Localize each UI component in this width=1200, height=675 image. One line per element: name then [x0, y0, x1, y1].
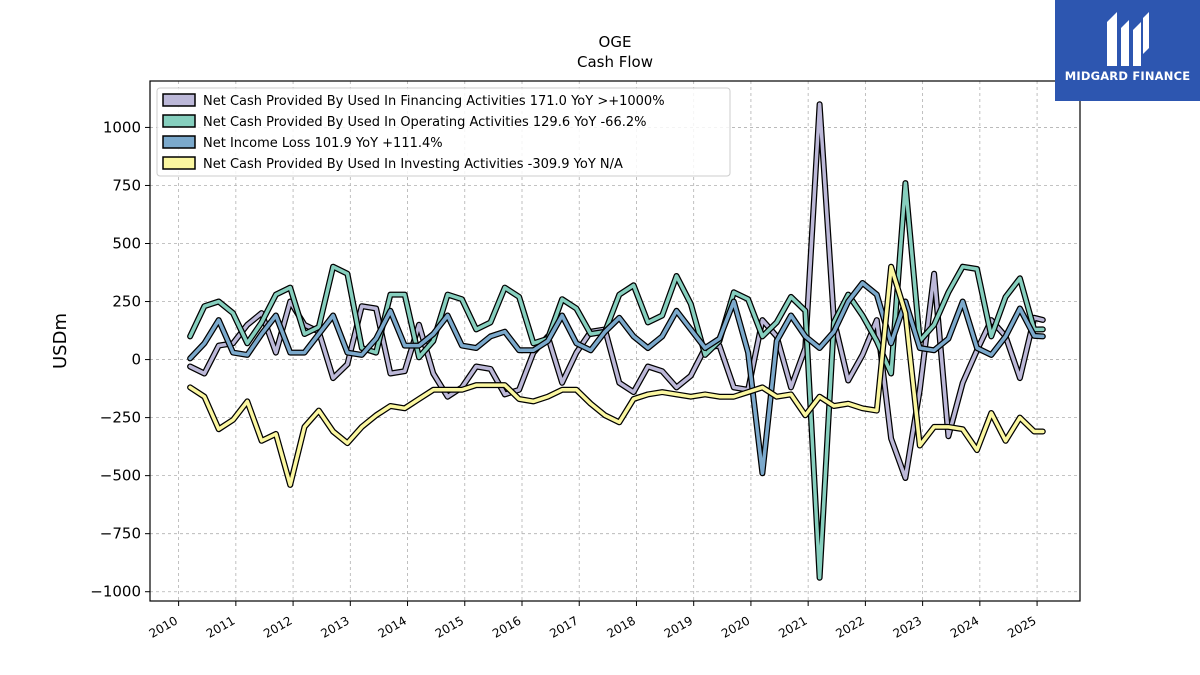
midgard-finance-logo: MIDGARD FINANCE [1055, 0, 1200, 101]
legend-box [156, 87, 731, 177]
x-tick-label: 2011 [204, 613, 237, 640]
legend: Net Cash Provided By Used In Financing A… [156, 87, 731, 177]
legend-swatch [162, 135, 196, 149]
x-tick-label: 2022 [833, 613, 866, 640]
chart-title: OGE [599, 33, 632, 51]
x-tick-label: 2017 [547, 613, 580, 640]
y-tick-label: −750 [100, 525, 141, 543]
x-tick-label: 2016 [490, 613, 523, 640]
x-tick-label: 2014 [376, 613, 409, 640]
series-stroke [188, 181, 1045, 580]
series-line-3 [187, 280, 1046, 477]
x-tick-label: 2024 [948, 613, 981, 640]
series-line-4 [187, 263, 1046, 488]
series-line-1 [187, 101, 1046, 481]
y-tick-label: 1000 [103, 118, 141, 136]
y-axis: −1000 −750 −500 −250 0 250 500 750 1000 [90, 118, 150, 601]
series-stroke [188, 281, 1045, 476]
x-tick-label: 2019 [662, 613, 695, 640]
series-stroke [188, 264, 1045, 487]
y-tick-label: −250 [100, 409, 141, 427]
x-tick-label: 2020 [719, 613, 752, 640]
chart-subtitle: Cash Flow [577, 53, 653, 71]
x-tick-label: 2010 [147, 613, 180, 640]
y-tick-label: 500 [112, 235, 141, 253]
x-tick-label: 2015 [433, 613, 466, 640]
x-tick-label: 2021 [776, 613, 809, 640]
midgard-logo-icon [1107, 12, 1149, 66]
legend-swatch [162, 156, 196, 170]
x-tick-label: 2023 [891, 613, 924, 640]
y-tick-label: 250 [112, 293, 141, 311]
x-tick-label: 2012 [261, 613, 294, 640]
series-layer [187, 101, 1046, 581]
y-axis-label: USDm [50, 313, 71, 369]
x-tick-label: 2025 [1005, 613, 1038, 640]
legend-entry: Net Cash Provided By Used In Investing A… [203, 157, 623, 172]
plot-frame [149, 80, 1081, 602]
y-tick-label: 750 [112, 176, 141, 194]
y-tick-label: 0 [131, 351, 141, 369]
y-tick-label: −1000 [90, 583, 141, 601]
legend-entry: Net Cash Provided By Used In Financing A… [203, 94, 665, 109]
legend-entry: Net Income Loss 101.9 YoY +111.4% [203, 136, 443, 151]
logo-text: MIDGARD FINANCE [1064, 69, 1191, 83]
series-stroke [188, 102, 1045, 480]
legend-entry: Net Cash Provided By Used In Operating A… [203, 115, 646, 130]
x-tick-label: 2018 [605, 613, 638, 640]
series-line-2 [187, 180, 1046, 581]
legend-swatch [162, 93, 196, 107]
x-axis: 2010 2011 2012 2013 2014 2015 2016 2017 2018 2019… [147, 601, 1039, 641]
legend-swatch [162, 114, 196, 128]
y-tick-label: −500 [100, 467, 141, 485]
x-tick-label: 2013 [318, 613, 351, 640]
